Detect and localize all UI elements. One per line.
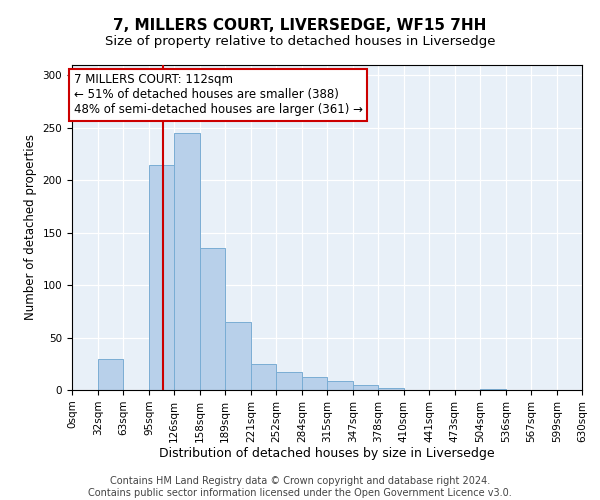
Bar	[353, 385, 378, 390]
Bar	[98, 358, 123, 390]
Text: Contains HM Land Registry data © Crown copyright and database right 2024.
Contai: Contains HM Land Registry data © Crown c…	[88, 476, 512, 498]
Bar	[378, 388, 404, 390]
Bar	[327, 380, 353, 390]
Bar	[302, 378, 327, 390]
Bar	[149, 164, 174, 390]
Bar	[225, 322, 251, 390]
Bar	[174, 133, 200, 390]
Bar	[480, 389, 506, 390]
Bar	[276, 372, 302, 390]
Y-axis label: Number of detached properties: Number of detached properties	[24, 134, 37, 320]
Bar	[200, 248, 225, 390]
Text: 7 MILLERS COURT: 112sqm
← 51% of detached houses are smaller (388)
48% of semi-d: 7 MILLERS COURT: 112sqm ← 51% of detache…	[74, 74, 362, 116]
Text: 7, MILLERS COURT, LIVERSEDGE, WF15 7HH: 7, MILLERS COURT, LIVERSEDGE, WF15 7HH	[113, 18, 487, 32]
Text: Size of property relative to detached houses in Liversedge: Size of property relative to detached ho…	[105, 35, 495, 48]
Bar	[251, 364, 276, 390]
X-axis label: Distribution of detached houses by size in Liversedge: Distribution of detached houses by size …	[159, 448, 495, 460]
